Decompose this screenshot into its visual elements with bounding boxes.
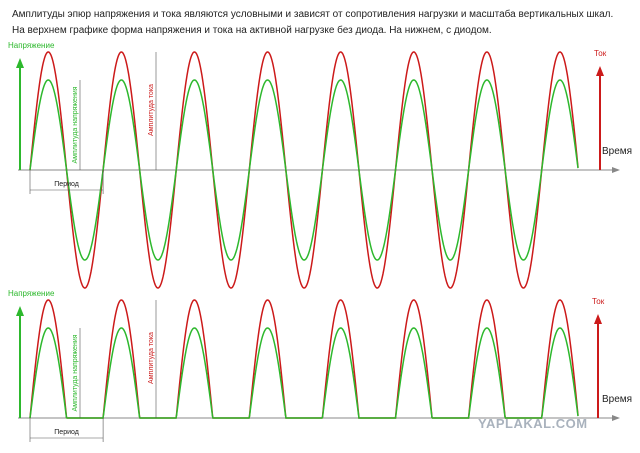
voltage-label: Напряжение — [8, 289, 55, 298]
voltage-wave — [29, 327, 579, 419]
current-label: Ток — [594, 49, 607, 58]
panels: Время Напряжение Ток Амплитуда напряжения Ам… — [8, 41, 632, 442]
watermark: YAPLAKAL.COM — [478, 416, 588, 431]
time-label: Время — [602, 146, 632, 157]
header-line: На верхнем графике форма напряжения и то… — [12, 24, 492, 36]
arrow-head — [16, 58, 24, 68]
current-amplitude-label: Амплитуда тока — [148, 84, 155, 136]
time-arrow — [612, 167, 620, 173]
voltage-label: Напряжение — [8, 41, 55, 50]
arrow-head — [16, 306, 24, 316]
current-wave — [29, 51, 579, 289]
period-label: Период — [54, 181, 79, 188]
voltage-wave — [29, 79, 579, 261]
arrow-head — [596, 66, 604, 76]
voltage-amplitude-label: Амплитуда напряжения — [72, 334, 79, 411]
voltage-amplitude-label: Амплитуда напряжения — [72, 86, 79, 163]
header-line: Амплитуды эпюр напряжения и тока являютс… — [12, 8, 613, 20]
period-label: Период — [54, 429, 79, 436]
time-label: Время — [602, 394, 632, 405]
current-amplitude-label: Амплитуда тока — [148, 332, 155, 384]
current-wave — [29, 299, 579, 419]
current-label: Ток — [592, 297, 605, 306]
time-arrow — [612, 415, 620, 421]
arrow-head — [594, 314, 602, 324]
